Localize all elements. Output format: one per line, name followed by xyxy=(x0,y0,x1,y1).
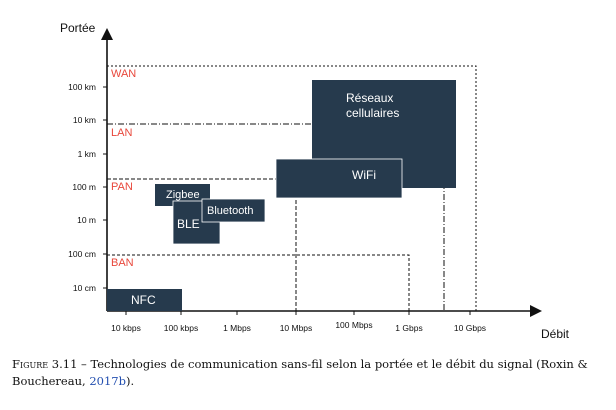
x-axis-arrow-icon xyxy=(530,305,542,317)
x-tick-label: 1 Gbps xyxy=(395,323,422,333)
wan-boundary xyxy=(107,65,477,311)
zone-label-wan: WAN xyxy=(111,68,136,80)
caption-end: ). xyxy=(125,374,135,388)
y-tick-label: 100 cm xyxy=(68,249,96,259)
x-tick-label: 10 Gbps xyxy=(454,323,486,333)
y-tick-label: 100 m xyxy=(72,182,96,192)
ble-label: BLE xyxy=(177,217,200,231)
wifi-box: WiFi xyxy=(275,158,403,199)
bluetooth-box: Bluetooth xyxy=(201,198,266,223)
x-axis-title: Débit xyxy=(541,327,570,341)
caption-citation-link[interactable]: 2017b xyxy=(89,374,126,388)
zone-label-pan: PAN xyxy=(111,181,133,193)
x-tick-label: 100 kbps xyxy=(164,323,199,333)
y-axis-arrow-icon xyxy=(101,28,113,40)
x-tick-label: 100 Mbps xyxy=(335,320,372,330)
x-tick-label: 10 kbps xyxy=(111,323,141,333)
zone-label-ban: BAN xyxy=(111,257,134,269)
lan-boundary xyxy=(107,123,445,311)
caption-label: Figure 3.11 xyxy=(12,357,78,371)
zone-label-lan: LAN xyxy=(111,127,132,139)
zigbee-label: Zigbee xyxy=(166,189,200,201)
caption-text: – Technologies de communication sans-fil… xyxy=(12,357,588,388)
x-ticks: 10 kbps 100 kbps 1 Mbps 10 Mbps 100 Mbps… xyxy=(111,311,486,333)
y-tick-label: 10 km xyxy=(73,115,96,125)
range-vs-bitrate-diagram: Portée Débit 10 cm 100 cm 10 m 100 m 1 k… xyxy=(60,21,570,341)
wifi-label: WiFi xyxy=(352,168,376,182)
y-ticks: 10 cm 100 cm 10 m 100 m 1 km 10 km 100 k… xyxy=(68,82,107,293)
nfc-label: NFC xyxy=(131,293,156,307)
y-axis-title: Portée xyxy=(60,21,96,35)
y-tick-label: 100 km xyxy=(68,82,96,92)
y-tick-label: 1 km xyxy=(78,149,96,159)
y-tick-label: 10 cm xyxy=(73,283,96,293)
ban-boundary xyxy=(107,254,410,311)
nfc-box: NFC xyxy=(107,289,182,311)
x-tick-label: 10 Mbps xyxy=(280,323,313,333)
bluetooth-label: Bluetooth xyxy=(207,205,253,217)
x-tick-label: 1 Mbps xyxy=(223,323,251,333)
cellular-label: Réseaux xyxy=(346,91,393,105)
cellular-label: cellulaires xyxy=(346,106,399,120)
y-tick-label: 10 m xyxy=(77,215,96,225)
zigbee-box: Zigbee xyxy=(155,184,210,206)
figure-caption: Figure 3.11 – Technologies de communicat… xyxy=(12,356,612,390)
